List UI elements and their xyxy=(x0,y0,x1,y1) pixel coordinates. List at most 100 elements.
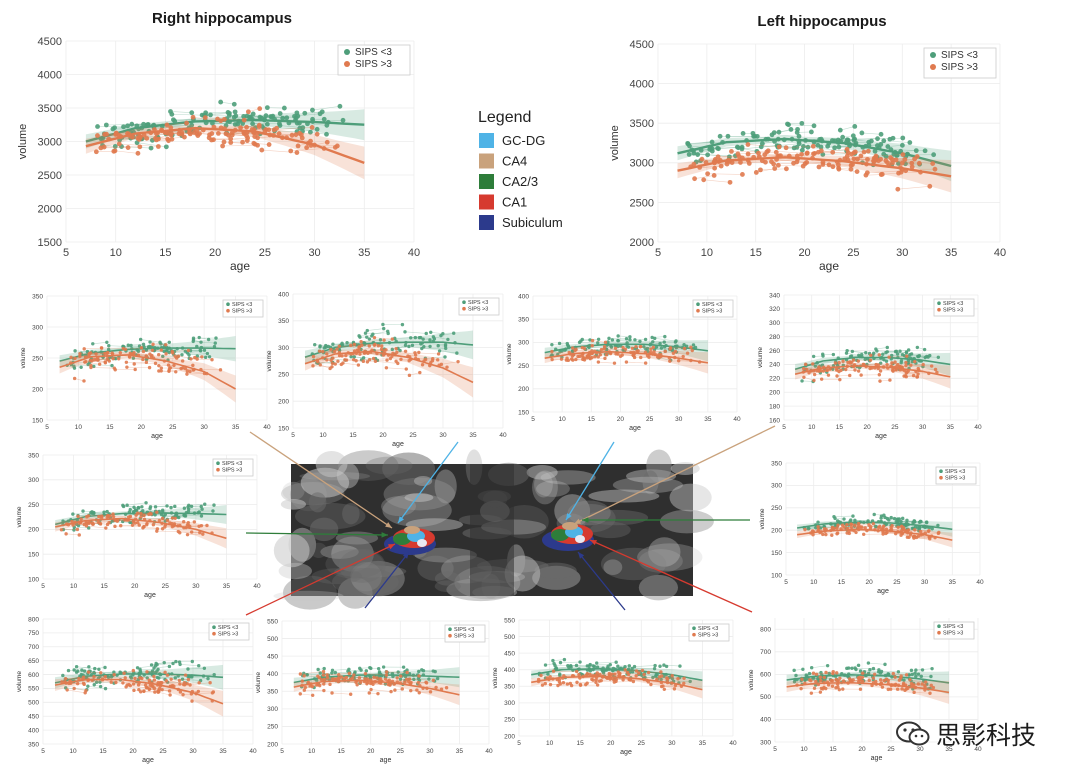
data-point xyxy=(603,356,607,361)
subject-line xyxy=(760,168,787,171)
data-point xyxy=(270,113,276,119)
data-point xyxy=(909,682,914,686)
data-point xyxy=(900,352,905,357)
data-point xyxy=(192,520,197,524)
data-point xyxy=(89,363,93,368)
x-axis-label: age xyxy=(871,755,883,762)
data-point xyxy=(92,675,96,679)
data-point xyxy=(735,145,741,151)
data-point xyxy=(376,344,381,348)
data-point xyxy=(936,355,941,360)
mri-coronal-slice xyxy=(273,449,714,610)
x-tick-label: 35 xyxy=(469,432,477,439)
data-point xyxy=(861,149,867,155)
data-point xyxy=(98,684,103,689)
data-point xyxy=(148,340,152,344)
x-tick-label: 30 xyxy=(308,247,320,259)
data-point xyxy=(396,361,400,366)
legend-marker xyxy=(692,632,696,637)
data-point xyxy=(836,144,842,150)
data-point xyxy=(869,353,873,357)
data-point xyxy=(818,675,823,679)
data-point xyxy=(916,354,920,359)
x-tick-label: 30 xyxy=(668,740,676,747)
data-point xyxy=(328,366,332,371)
x-tick-label: 25 xyxy=(638,740,646,747)
subject-line xyxy=(372,331,388,335)
data-point xyxy=(189,357,193,361)
y-axis-label: volume xyxy=(20,347,27,368)
subject-line xyxy=(404,331,427,334)
subject-line xyxy=(857,158,874,162)
data-point xyxy=(133,521,137,525)
x-tick-label: 20 xyxy=(138,424,146,431)
series-sips-lt3 xyxy=(85,99,365,151)
data-point xyxy=(746,161,752,166)
x-tick-label: 15 xyxy=(106,424,114,431)
y-tick-label: 650 xyxy=(28,658,39,665)
brain-tissue xyxy=(280,498,306,510)
fit-line xyxy=(304,341,474,358)
data-point xyxy=(551,669,556,673)
data-point xyxy=(825,368,829,372)
legend-label: SIPS <3 xyxy=(454,627,474,633)
y-tick-label: 4000 xyxy=(630,78,654,90)
subject-line xyxy=(367,359,388,363)
legend-item-label: CA1 xyxy=(502,195,527,210)
subject-line xyxy=(166,122,187,126)
data-point xyxy=(805,144,811,150)
data-point xyxy=(206,676,210,681)
data-point xyxy=(134,508,138,512)
data-point xyxy=(431,669,435,673)
y-tick-label: 600 xyxy=(28,672,39,679)
legend-label: SIPS <3 xyxy=(232,302,252,308)
data-point xyxy=(142,345,146,349)
subject-line xyxy=(170,111,192,113)
data-point xyxy=(386,329,390,334)
data-point xyxy=(889,515,893,520)
y-axis-label: volume xyxy=(16,671,23,692)
data-point xyxy=(295,113,301,119)
data-point xyxy=(288,148,294,154)
legend-marker xyxy=(937,624,941,628)
data-point xyxy=(909,363,913,367)
subject-line xyxy=(223,141,256,145)
data-point xyxy=(886,672,890,676)
data-point xyxy=(691,161,697,167)
data-point xyxy=(672,687,677,691)
data-point xyxy=(929,674,933,679)
subject-line xyxy=(323,349,335,353)
data-point xyxy=(122,671,126,675)
subject-line xyxy=(425,356,446,359)
data-point xyxy=(915,375,919,379)
data-point xyxy=(75,527,80,532)
y-tick-label: 250 xyxy=(267,724,278,731)
data-point xyxy=(400,687,404,691)
subject-line xyxy=(351,356,364,359)
data-point xyxy=(873,153,879,159)
data-point xyxy=(372,335,377,340)
subject-line xyxy=(361,339,385,343)
data-point xyxy=(322,688,326,693)
legend-marker xyxy=(216,467,220,472)
x-tick-label: 15 xyxy=(349,432,357,439)
data-point xyxy=(218,368,223,372)
data-point xyxy=(820,162,826,167)
data-point xyxy=(137,144,143,150)
x-tick-label: 15 xyxy=(577,740,585,747)
data-point xyxy=(577,672,581,677)
data-point xyxy=(920,668,925,672)
data-point xyxy=(349,343,353,348)
data-point xyxy=(824,670,828,675)
data-point xyxy=(400,322,405,327)
x-tick-label: 15 xyxy=(101,583,109,590)
x-tick-label: 10 xyxy=(701,247,713,259)
data-point xyxy=(191,339,195,344)
legend-item-label: GC-DG xyxy=(502,133,545,148)
data-point xyxy=(429,330,433,334)
y-tick-label: 400 xyxy=(278,291,289,298)
subject-line xyxy=(307,123,327,126)
data-point xyxy=(167,664,172,669)
series-sips-lt3 xyxy=(304,322,474,365)
data-point xyxy=(367,691,371,695)
